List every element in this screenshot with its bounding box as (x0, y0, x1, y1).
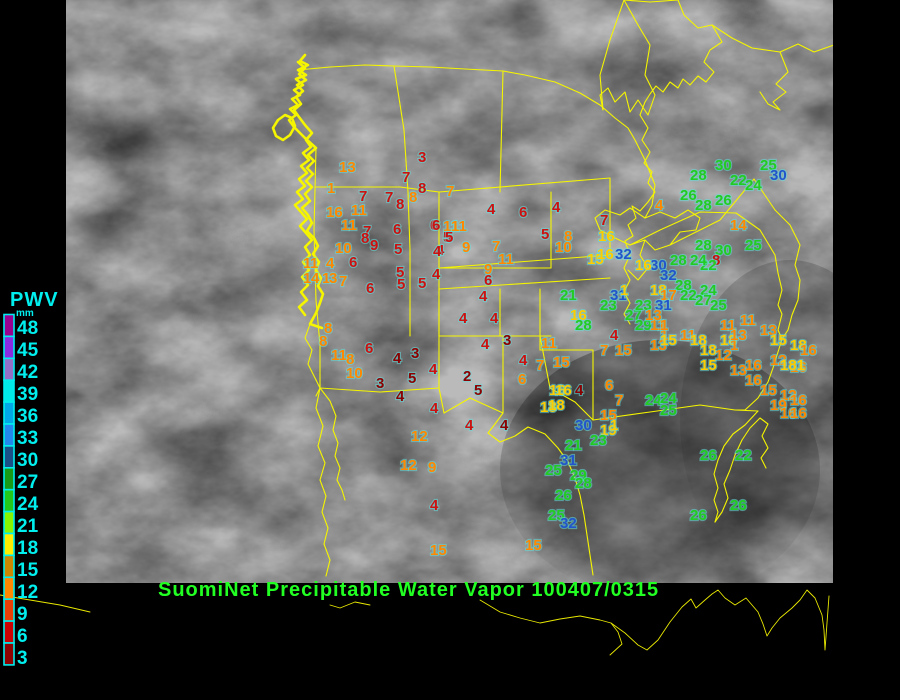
svg-text:SuomiNet Precipitable Water Va: SuomiNet Precipitable Water Vapor 100407… (158, 579, 659, 601)
